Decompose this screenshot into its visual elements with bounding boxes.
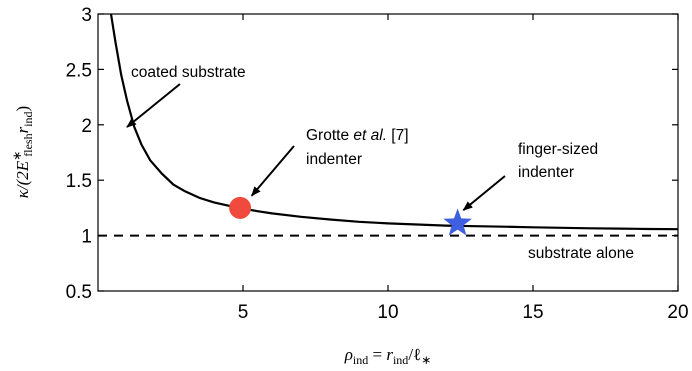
x-axis-label: ρind = rind/ℓ∗ — [344, 345, 432, 367]
y-axis-ticks: 0.5 1 1.5 2 2.5 3 — [66, 5, 678, 303]
x-tick-label: 10 — [377, 302, 398, 323]
coated-substrate-arrow — [126, 83, 181, 128]
x-tick-label: 5 — [238, 302, 249, 323]
annotation-grotte: Grotte et al. [7] — [306, 127, 409, 144]
annotation-substrate-alone: substrate alone — [528, 245, 634, 262]
annotation-grotte-indenter: indenter — [306, 151, 362, 168]
annotation-finger-sized: finger-sized — [518, 141, 598, 158]
coated-substrate-curve — [109, 13, 679, 231]
x-axis-ticks: 5 10 15 20 — [238, 14, 689, 323]
y-tick-label: 2.5 — [66, 60, 92, 81]
y-tick-label: 2 — [81, 116, 92, 137]
y-tick-label: 0.5 — [66, 282, 92, 303]
y-tick-label: 1.5 — [66, 171, 92, 192]
y-tick-label: 3 — [81, 5, 92, 26]
finger-sized-arrow — [462, 175, 506, 211]
grotte-arrow — [250, 145, 295, 197]
x-tick-label: 15 — [522, 302, 543, 323]
y-tick-label: 1 — [81, 227, 92, 248]
annotation-finger-sized-indenter: indenter — [518, 164, 574, 181]
annotation-coated-substrate: coated substrate — [131, 64, 246, 81]
x-tick-label: 20 — [667, 302, 688, 323]
y-axis-label: κ/(2E∗fleshrind) — [10, 106, 35, 198]
finger-sized-indenter-marker — [443, 208, 472, 236]
grotte-indenter-marker — [229, 196, 252, 219]
